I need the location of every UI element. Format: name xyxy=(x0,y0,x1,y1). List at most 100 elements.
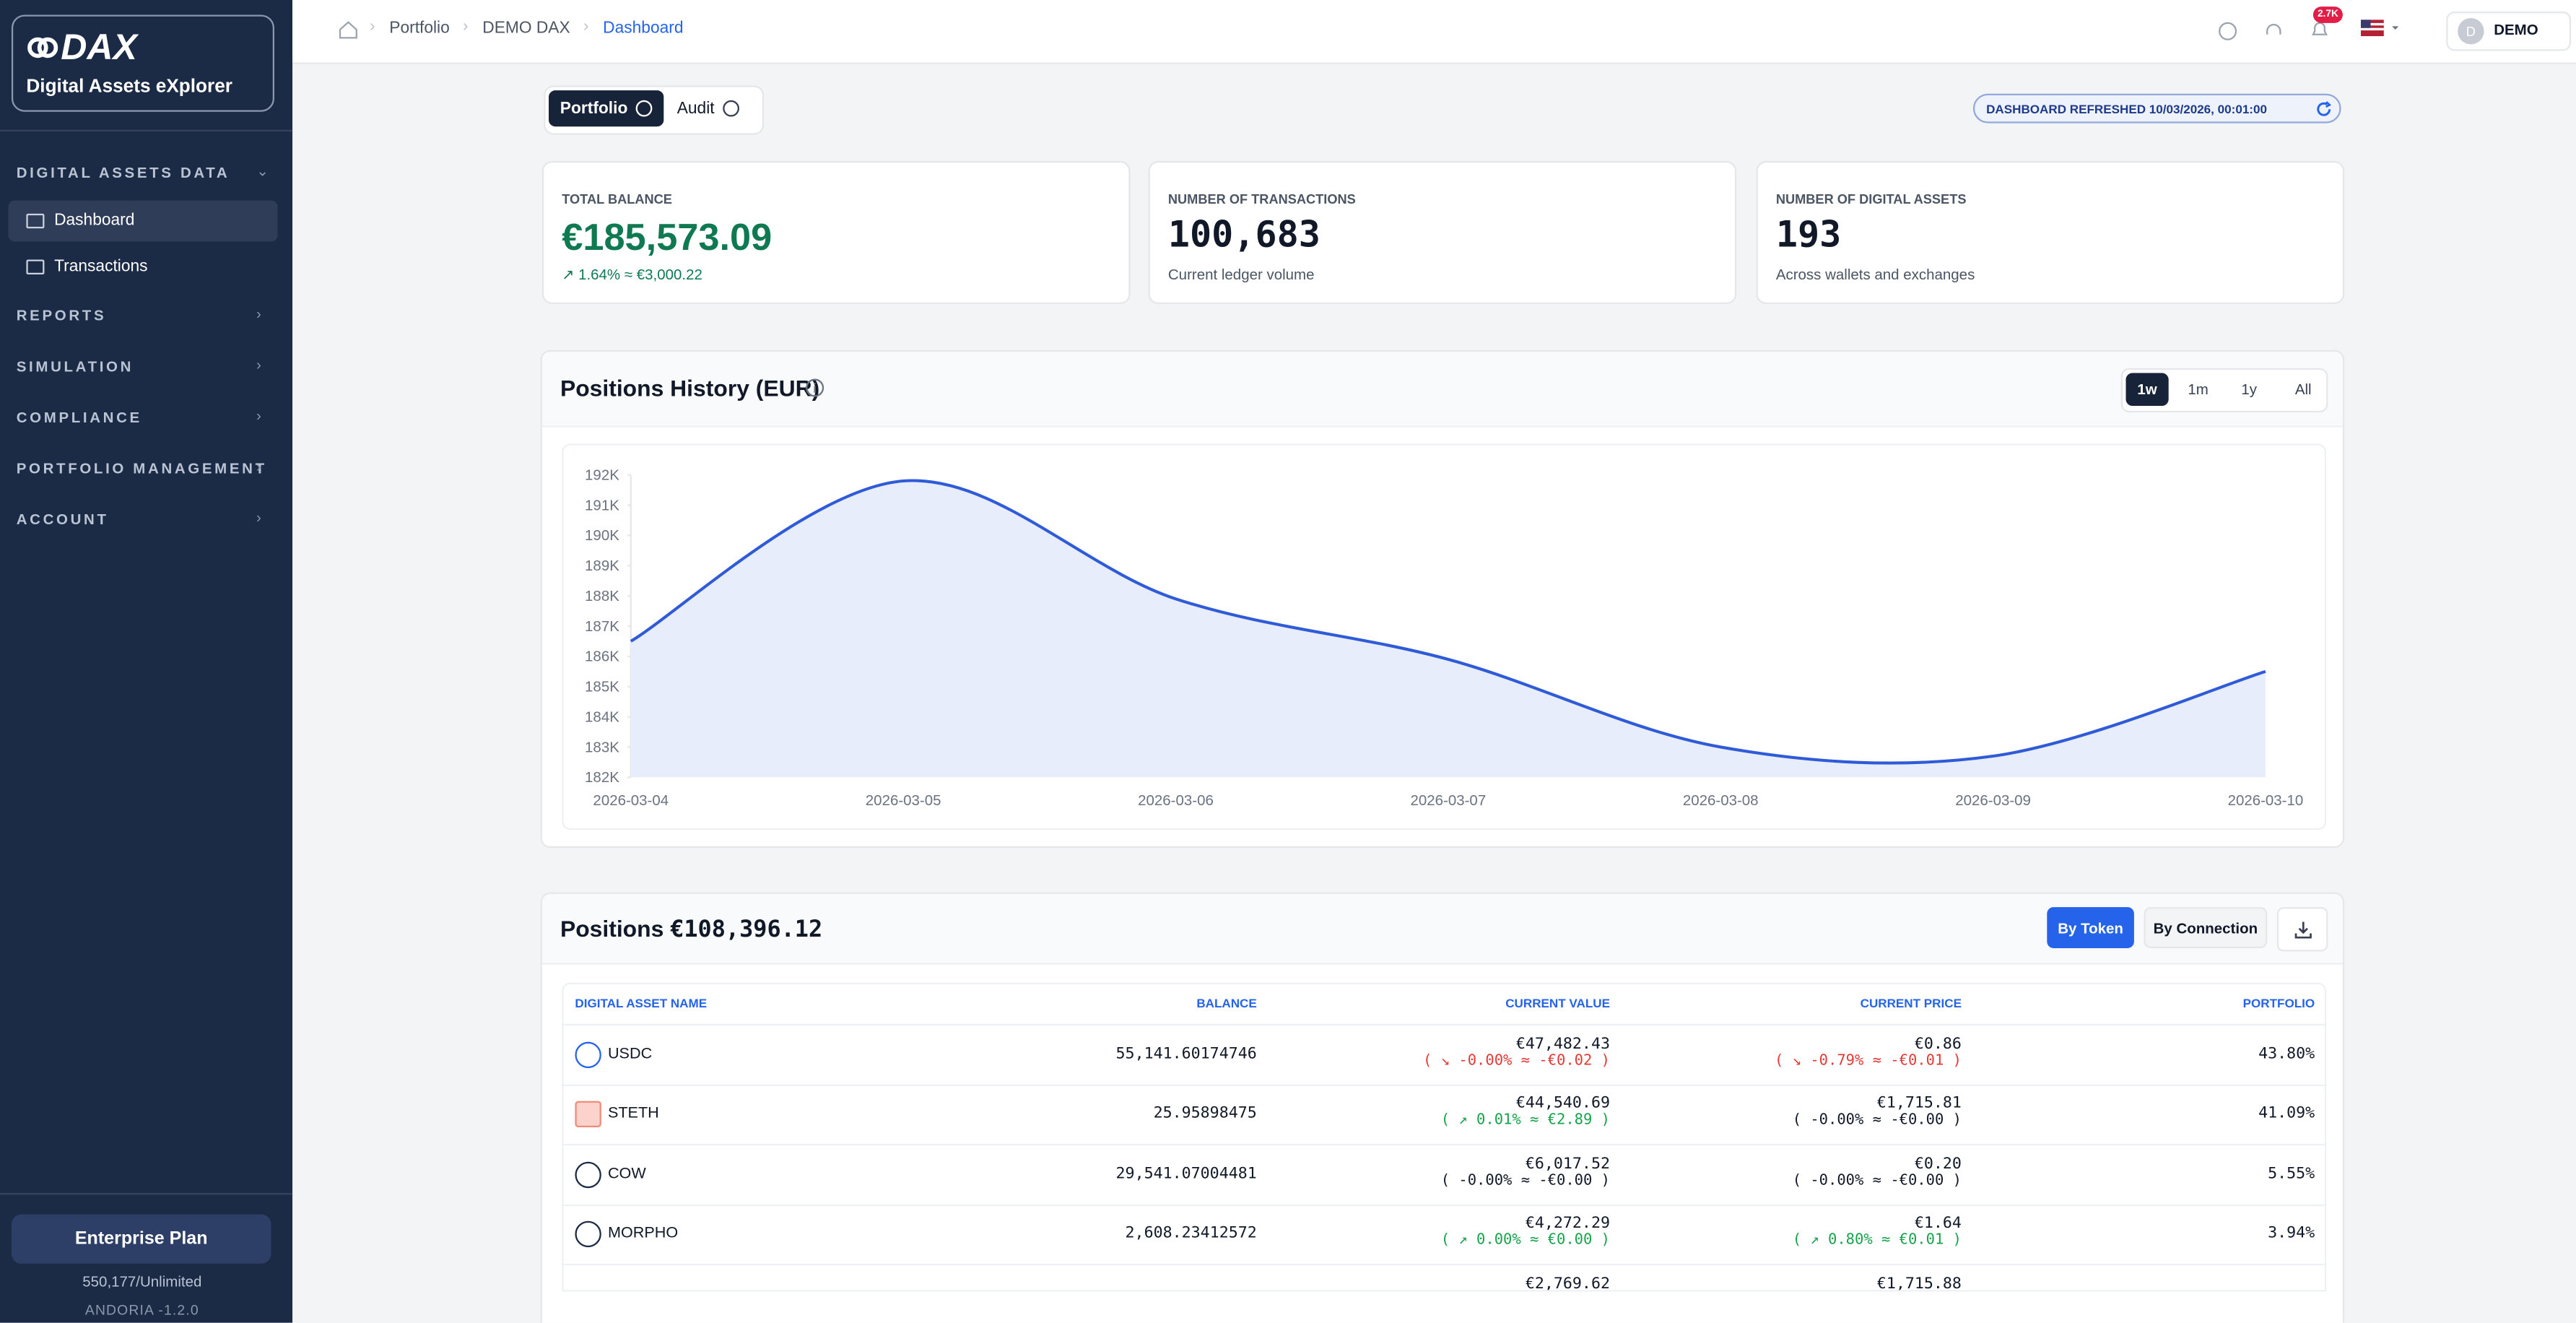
info-icon[interactable] xyxy=(805,378,824,397)
asset-name: STETH xyxy=(607,1105,659,1124)
support-icon[interactable] xyxy=(2264,22,2284,41)
crumb-separator: › xyxy=(583,18,589,37)
asset-name: COW xyxy=(607,1164,646,1183)
price-change: ( -0.00% ≈ -€0.00 ) xyxy=(1792,1113,1962,1130)
column-header: CURRENT PRICE xyxy=(1860,995,1962,1011)
bell-icon[interactable] xyxy=(2310,19,2329,41)
chevron[interactable]: › xyxy=(256,305,261,322)
column-header: BALANCE xyxy=(1196,995,1257,1011)
divider xyxy=(0,1193,293,1195)
price: €1,715.88 xyxy=(1876,1274,1962,1292)
chevron[interactable]: › xyxy=(256,356,261,373)
y-tick-label: 183K xyxy=(585,739,619,755)
chevron[interactable]: › xyxy=(256,407,261,425)
balance: 29,541.07004481 xyxy=(1115,1164,1257,1183)
price: €1.64 xyxy=(1914,1215,1962,1233)
stat-note: ↗ 1.64% ≈ €3,000.22 xyxy=(562,266,702,283)
x-tick-label: 2026-03-04 xyxy=(593,792,669,809)
info-icon[interactable] xyxy=(2218,22,2237,41)
chevron[interactable]: › xyxy=(256,458,261,475)
portfolio: 43.80% xyxy=(2258,1045,2315,1064)
chevron[interactable]: › xyxy=(256,509,261,526)
tab[interactable]: Portfolio xyxy=(549,90,664,127)
value-change: ( ↗ 0.00% ≈ €0.00 ) xyxy=(1440,1233,1610,1249)
portfolio: 5.55% xyxy=(2268,1164,2315,1183)
column-header: PORTFOLIO xyxy=(2242,995,2315,1011)
x-tick-label: 2026-03-05 xyxy=(866,792,941,809)
price-change: ( -0.00% ≈ -€0.00 ) xyxy=(1792,1173,1962,1190)
tab-label: Portfolio xyxy=(560,99,628,118)
stat-value: €185,573.09 xyxy=(562,215,773,259)
range-button[interactable]: 1y xyxy=(2241,381,2257,398)
nav-section[interactable]: COMPLIANCE xyxy=(16,409,142,426)
stat-value: 100,683 xyxy=(1167,215,1320,256)
home-icon[interactable] xyxy=(339,19,358,39)
plan-button[interactable]: Enterprise Plan xyxy=(11,1214,271,1264)
x-tick-label: 2026-03-09 xyxy=(1955,792,2031,809)
price-change: ( ↘ -0.79% ≈ -€0.01 ) xyxy=(1775,1053,1962,1070)
stat-card: TOTAL BALANCE €185,573.09 ↗ 1.64% ≈ €3,000… xyxy=(541,160,1131,304)
stat-card: NUMBER OF TRANSACTIONS 100,683 Current led… xyxy=(1148,160,1737,304)
value: €6,017.52 xyxy=(1525,1155,1610,1174)
positions-card: Positions €108,396.12 By Token By Connect… xyxy=(540,892,2345,1323)
x-tick-label: 2026-03-08 xyxy=(1683,792,1759,809)
range-button[interactable]: 1w xyxy=(2125,373,2169,407)
stat-note: Current ledger volume xyxy=(1167,266,1315,283)
language-flag[interactable] xyxy=(2360,19,2403,39)
download-icon xyxy=(2294,921,2311,938)
row-divider xyxy=(563,1084,2325,1087)
crumb[interactable]: DEMO DAX xyxy=(482,19,570,38)
value-change: ( ↘ -0.00% ≈ -€0.02 ) xyxy=(1423,1053,1610,1070)
stat-value: 193 xyxy=(1775,215,1842,256)
version: ANDORIA -1.2.0 xyxy=(84,1301,199,1318)
row-divider xyxy=(563,1204,2325,1206)
nav-section[interactable]: DIGITAL ASSETS DATA xyxy=(16,164,230,181)
x-tick-label: 2026-03-10 xyxy=(2228,792,2304,809)
chart-title: Positions History (EUR) xyxy=(560,374,820,402)
y-tick-label: 184K xyxy=(585,708,619,725)
download-button[interactable] xyxy=(2276,907,2328,952)
user-menu[interactable]: D DEMO xyxy=(2446,11,2572,51)
crumb[interactable]: Portfolio xyxy=(389,19,450,38)
x-tick-label: 2026-03-06 xyxy=(1138,792,1214,809)
y-tick-label: 182K xyxy=(585,769,619,786)
y-tick-label: 191K xyxy=(585,497,619,513)
product-name: Digital Assets eXplorer xyxy=(26,77,232,97)
brand: DAX xyxy=(61,26,137,68)
price: €1,715.81 xyxy=(1876,1095,1962,1114)
nav-section[interactable]: PORTFOLIO MANAGEMENT xyxy=(16,460,267,477)
chevron[interactable]: ⌄ xyxy=(256,162,269,180)
balance: 25.95898475 xyxy=(1153,1105,1257,1124)
user-name: DEMO xyxy=(2494,21,2538,38)
portfolio: 3.94% xyxy=(2268,1224,2315,1243)
nav-section[interactable]: REPORTS xyxy=(16,307,107,324)
area-fill xyxy=(630,480,2266,778)
nav-section[interactable]: ACCOUNT xyxy=(16,511,109,528)
range-button[interactable]: 1m xyxy=(2188,381,2209,398)
x-tick-label: 2026-03-07 xyxy=(1411,792,1487,809)
value: €44,540.69 xyxy=(1515,1095,1610,1114)
nav-item[interactable]: Transactions xyxy=(54,258,148,277)
refresh-icon[interactable] xyxy=(2315,100,2333,118)
price: €0.20 xyxy=(1914,1155,1962,1174)
range-button[interactable]: All xyxy=(2294,381,2312,398)
divider xyxy=(0,129,293,132)
crumb-separator: › xyxy=(369,18,375,37)
positions-total: €108,396.12 xyxy=(670,916,823,944)
tab[interactable]: Audit xyxy=(667,90,749,126)
usage: 550,177/Unlimited xyxy=(82,1273,202,1291)
crumb-separator: › xyxy=(462,18,469,37)
view-button[interactable]: By Token xyxy=(2047,907,2134,948)
nav-item[interactable]: Dashboard xyxy=(54,212,135,230)
asset-name: MORPHO xyxy=(607,1224,679,1243)
notification-badge: 2.7K xyxy=(2312,6,2343,23)
stat-note: Across wallets and exchanges xyxy=(1775,266,1975,283)
nav-icon xyxy=(26,213,45,229)
crumb[interactable]: Dashboard xyxy=(603,19,684,38)
balance: 55,141.60174746 xyxy=(1115,1045,1257,1064)
chart-header xyxy=(541,351,2343,428)
refresh-status[interactable]: DASHBOARD REFRESHED 10/03/2026, 00:01:00 xyxy=(1972,93,2341,123)
nav-section[interactable]: SIMULATION xyxy=(16,358,134,375)
view-button[interactable]: By Connection xyxy=(2144,907,2268,948)
topbar: Portfolio › DEMO DAX › Dashboard › 2.7K D DEM… xyxy=(292,0,2576,64)
